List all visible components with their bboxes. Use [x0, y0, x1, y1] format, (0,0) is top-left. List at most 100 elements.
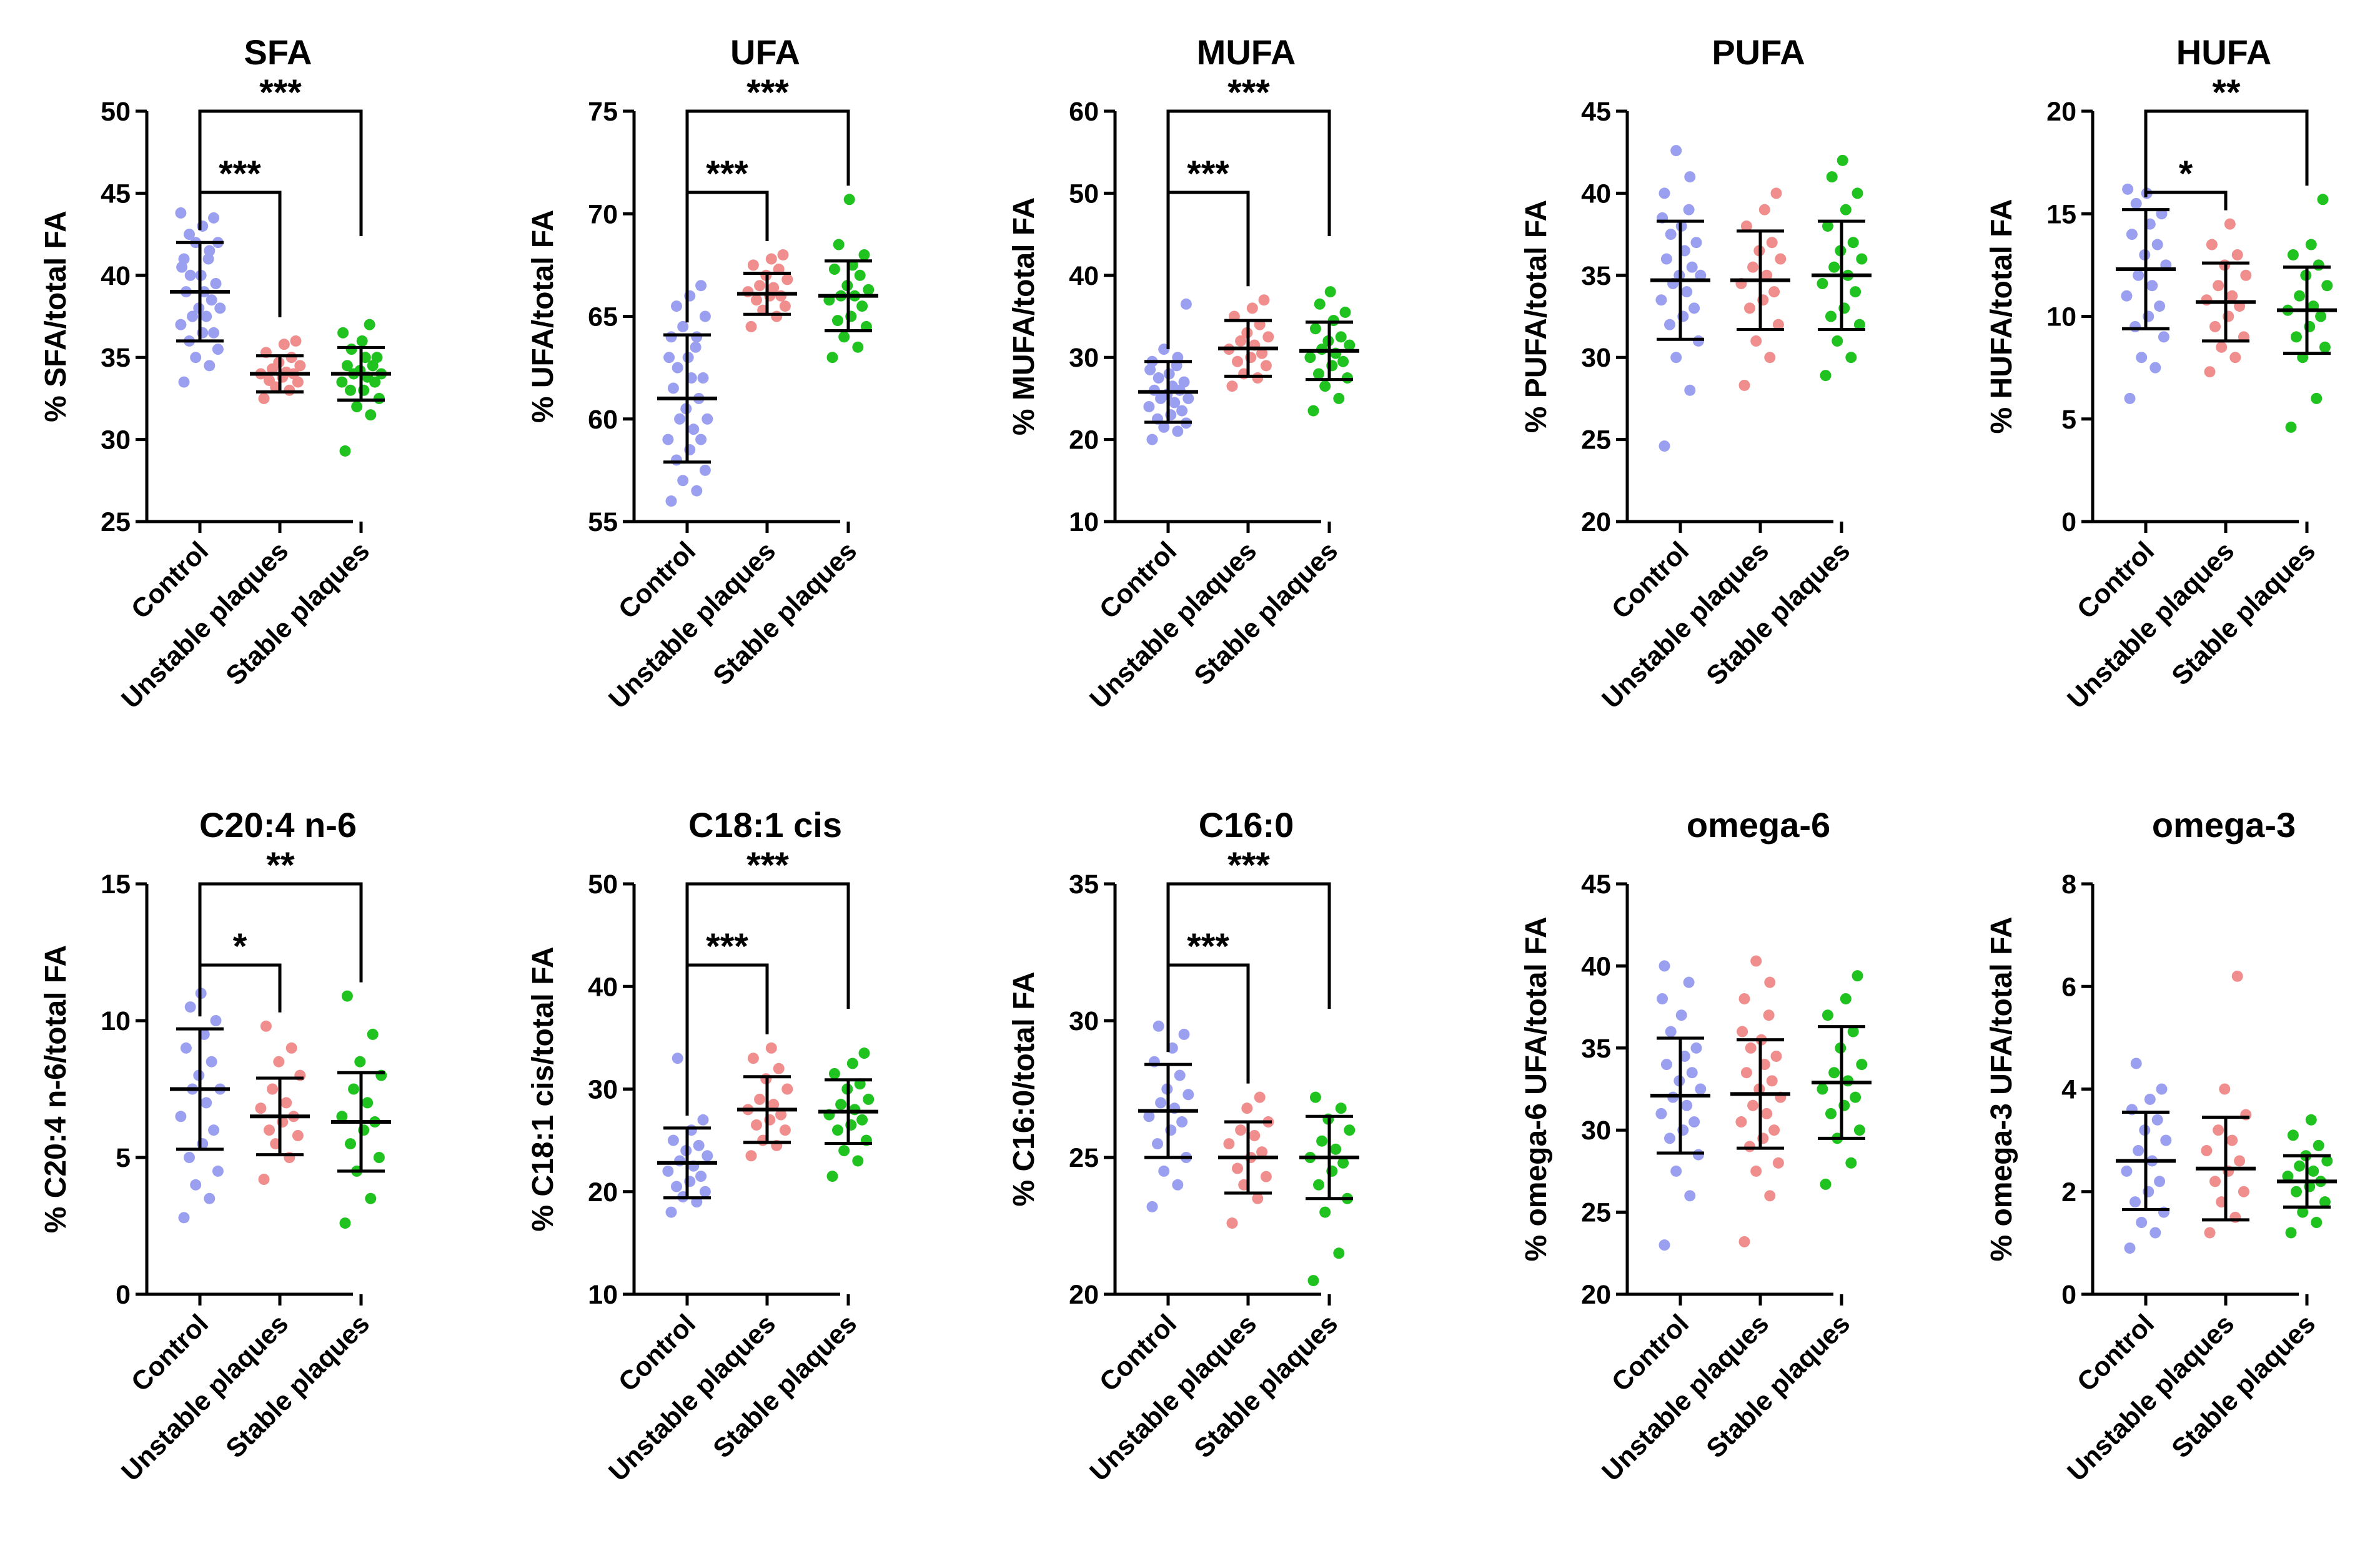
data-point: [745, 1150, 757, 1162]
data-point: [1820, 370, 1832, 382]
data-point: [1335, 1103, 1347, 1114]
data-point: [1695, 1083, 1707, 1095]
series-control: [1650, 960, 1710, 1251]
data-point: [1309, 1091, 1321, 1103]
data-point: [1853, 1124, 1865, 1136]
y-tick-label: 35: [1581, 261, 1611, 291]
y-axis-label: % C16:0/total FA: [1008, 971, 1041, 1206]
series-stable-plaques: [1299, 1091, 1359, 1287]
x-tick-label-stable-plaques: Stable plaques: [708, 1309, 863, 1464]
data-point: [1176, 1116, 1188, 1128]
y-tick-label: 10: [1069, 507, 1099, 537]
data-point: [1670, 145, 1682, 157]
data-point: [1675, 1009, 1687, 1021]
data-point: [754, 1093, 766, 1105]
data-point: [255, 1103, 267, 1114]
data-point: [1333, 1247, 1345, 1259]
data-point: [1313, 1179, 1324, 1191]
data-point: [2305, 239, 2317, 250]
data-point: [278, 339, 290, 350]
data-point: [1695, 269, 1707, 281]
data-point: [691, 331, 703, 343]
data-point: [1683, 204, 1695, 216]
significance-label: **: [266, 845, 295, 886]
chart-title: UFA: [730, 32, 800, 72]
data-point: [345, 344, 357, 355]
series-unstable-plaques: [737, 1042, 797, 1162]
data-point: [2319, 341, 2331, 353]
series-unstable-plaques: [1218, 1091, 1278, 1229]
data-point: [1172, 425, 1184, 437]
data-point: [1176, 405, 1188, 417]
y-axis-label: % omega-3 UFA/total FA: [1985, 916, 2018, 1261]
data-point: [665, 495, 677, 507]
y-tick-label: 0: [2061, 507, 2076, 537]
chart-title: C16:0: [1199, 805, 1294, 845]
data-point: [285, 352, 297, 364]
chart-omega-3: omega-3% omega-3 UFA/total FA02468Contro…: [1985, 805, 2337, 1487]
y-tick-label: 30: [1069, 343, 1099, 373]
data-point: [672, 1053, 683, 1064]
data-point: [2219, 1083, 2231, 1095]
data-point: [267, 1083, 279, 1095]
significance-label: ***: [706, 154, 748, 194]
data-point: [1840, 204, 1852, 216]
data-point: [1737, 1026, 1748, 1038]
data-point: [337, 327, 349, 339]
data-point: [2206, 239, 2218, 250]
data-point: [1688, 302, 1700, 314]
data-point: [833, 239, 845, 250]
data-point: [691, 485, 703, 497]
chart-title: omega-6: [1687, 805, 1830, 845]
data-point: [373, 392, 385, 404]
data-point: [1344, 339, 1356, 351]
data-point: [1341, 372, 1353, 384]
data-point: [1744, 1141, 1755, 1152]
series-stable-plaques: [818, 194, 878, 364]
data-point: [1740, 1067, 1752, 1079]
data-point: [699, 310, 711, 322]
data-point: [1307, 405, 1319, 417]
y-tick-label: 30: [588, 1075, 618, 1105]
data-point: [285, 1042, 297, 1054]
data-point: [771, 310, 783, 322]
data-point: [863, 284, 875, 295]
data-point: [1260, 360, 1272, 372]
data-point: [2156, 1083, 2168, 1095]
y-tick-label: 25: [1581, 425, 1611, 455]
x-tick-label-stable-plaques: Stable plaques: [221, 536, 376, 691]
data-point: [832, 1124, 843, 1136]
data-point: [1825, 310, 1837, 322]
data-point: [1832, 335, 1843, 347]
data-point: [339, 1217, 351, 1229]
data-point: [284, 384, 295, 396]
data-point: [1692, 1149, 1704, 1161]
data-point: [828, 1068, 840, 1079]
chart-omega-6: omega-6 % omega-6 UFA/total FA 20 25 30 35 40 4…: [1520, 805, 1872, 1487]
data-point: [2201, 1145, 2213, 1157]
significance-label: **: [2212, 72, 2241, 113]
data-point: [336, 376, 348, 388]
data-point: [2130, 1058, 2142, 1069]
data-point: [1764, 352, 1776, 364]
data-point: [2240, 269, 2252, 281]
data-point: [1226, 1217, 1238, 1229]
series-control: [1138, 298, 1198, 445]
data-point: [1822, 220, 1833, 232]
data-point: [699, 464, 711, 476]
data-point: [745, 320, 757, 332]
data-point: [1738, 1236, 1750, 1247]
data-point: [1847, 237, 1859, 249]
data-point: [1850, 1091, 1862, 1103]
data-point: [1770, 187, 1782, 199]
data-point: [212, 344, 224, 355]
y-tick-label: 60: [1069, 97, 1099, 127]
data-point: [1738, 379, 1750, 391]
data-point: [2124, 392, 2136, 404]
data-point: [747, 259, 759, 271]
data-point: [184, 229, 195, 240]
y-tick-label: 70: [588, 199, 618, 229]
data-point: [854, 269, 866, 281]
data-point: [2313, 1139, 2324, 1151]
y-axis-label: % PUFA/total FA: [1520, 200, 1553, 433]
